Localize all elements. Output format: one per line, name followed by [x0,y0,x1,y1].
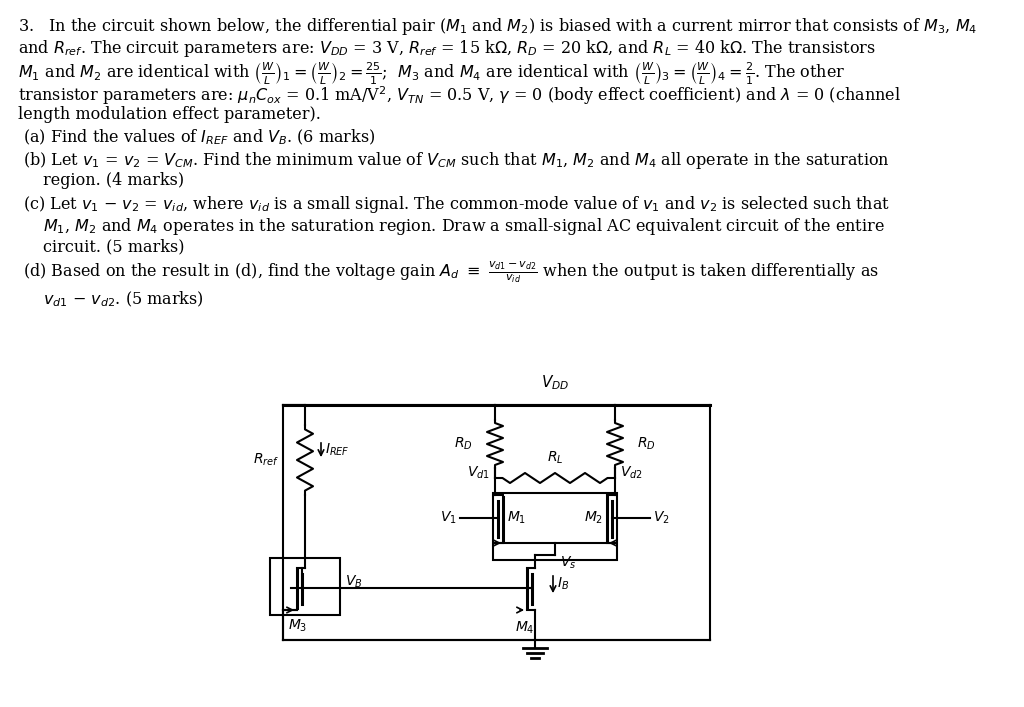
Text: $M_2$: $M_2$ [584,510,603,526]
Text: transistor parameters are: $\mu_n C_{ox}$ = 0.1 mA/V$^2$, $V_{TN}$ = 0.5 V, $\ga: transistor parameters are: $\mu_n C_{ox}… [18,84,901,107]
Text: $M_1$, $M_2$ and $M_4$ operates in the saturation region. Draw a small-signal AC: $M_1$, $M_2$ and $M_4$ operates in the s… [43,216,885,237]
Text: (c) Let $v_1$ $-$ $v_2$ = $v_{id}$, where $v_{id}$ is a small signal. The common: (c) Let $v_1$ $-$ $v_2$ = $v_{id}$, wher… [18,194,890,215]
Text: $I_B$: $I_B$ [557,575,569,592]
Text: $V_{d1}$: $V_{d1}$ [467,464,490,481]
Text: $V_{DD}$: $V_{DD}$ [541,373,569,392]
Bar [270,558,340,615]
Text: $M_3$: $M_3$ [288,618,307,634]
Text: (d) Based on the result in (d), find the voltage gain $A_d$ $\equiv$ $\frac{v_{d: (d) Based on the result in (d), find the… [18,260,879,286]
Text: $V_1$: $V_1$ [440,510,457,526]
Text: $R_L$: $R_L$ [547,450,563,466]
Text: $V_B$: $V_B$ [345,573,362,590]
Text: 3.   In the circuit shown below, the differential pair ($M_1$ and $M_2$) is bias: 3. In the circuit shown below, the diffe… [18,16,977,37]
Text: length modulation effect parameter).: length modulation effect parameter). [18,106,321,123]
Text: $R_D$: $R_D$ [637,436,655,452]
Text: (b) Let $v_1$ = $v_2$ = $V_{CM}$. Find the minimum value of $V_{CM}$ such that $: (b) Let $v_1$ = $v_2$ = $V_{CM}$. Find t… [18,150,890,171]
Text: $V_2$: $V_2$ [653,510,670,526]
Text: circuit. (5 marks): circuit. (5 marks) [43,238,184,255]
Text: $R_{ref}$: $R_{ref}$ [253,452,279,468]
Text: (a) Find the values of $I_{REF}$ and $V_B$. (6 marks): (a) Find the values of $I_{REF}$ and $V_… [18,128,376,147]
Text: $M_1$: $M_1$ [507,510,526,526]
Text: region. (4 marks): region. (4 marks) [43,172,184,189]
Text: $v_{d1}$ $-$ $v_{d2}$. (5 marks): $v_{d1}$ $-$ $v_{d2}$. (5 marks) [43,290,204,310]
Bar [493,493,617,560]
Text: and $R_{ref}$. The circuit parameters are: $V_{DD}$ = 3 V, $R_{ref}$ = 15 k$\Ome: and $R_{ref}$. The circuit parameters ar… [18,38,876,59]
Text: $R_D$: $R_D$ [455,436,473,452]
Text: $M_1$ and $M_2$ are identical with $\left(\frac{W}{L}\right)_1 = \left(\frac{W}{: $M_1$ and $M_2$ are identical with $\lef… [18,60,846,86]
Text: $V_{d2}$: $V_{d2}$ [620,464,643,481]
Text: $V_s$: $V_s$ [560,555,577,571]
Text: $I_{REF}$: $I_{REF}$ [325,442,349,458]
Text: $M_4$: $M_4$ [515,620,535,636]
